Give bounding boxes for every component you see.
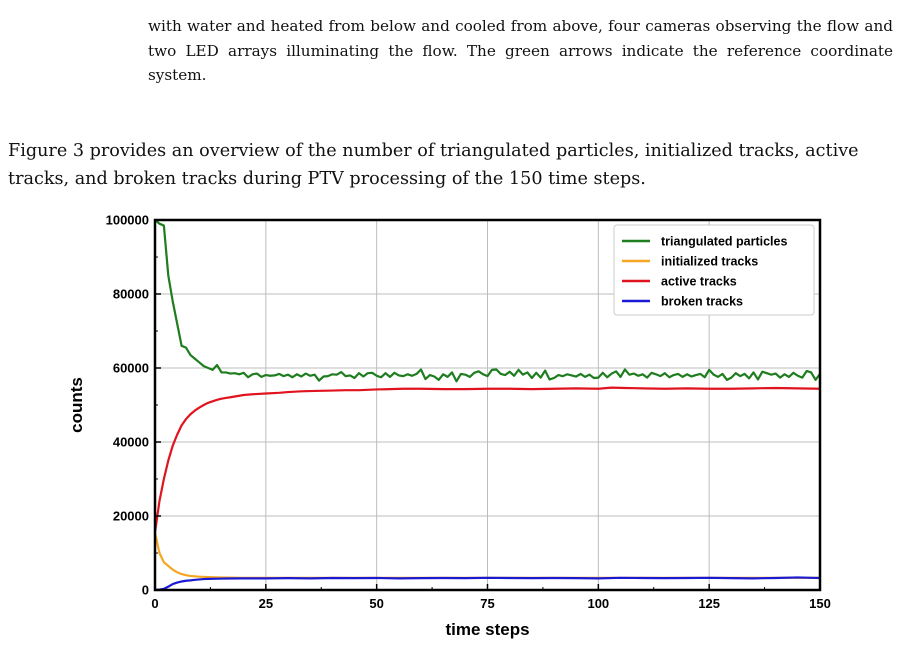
legend: triangulated particles initialized tracks…	[613, 224, 815, 316]
y-tick-label: 80000	[113, 287, 149, 302]
y-axis-ticks: 0 20000 40000 60000 80000 100000	[106, 213, 161, 598]
line-chart: 0 25 50 75 100 125 150 0 20000 40000 60000 80000 10…	[67, 213, 831, 640]
series-line-active-tracks	[153, 386, 821, 533]
legend-box	[613, 224, 815, 316]
y-axis-label: counts	[67, 377, 86, 433]
legend-label: triangulated particles	[661, 235, 787, 249]
x-tick-label: 0	[151, 596, 158, 611]
series-line-triangulated-particles	[154, 219, 821, 383]
y-tick-label: 20000	[113, 509, 149, 524]
x-tick-label: 125	[698, 596, 720, 611]
legend-label: active tracks	[661, 275, 737, 289]
x-tick-label: 100	[587, 596, 609, 611]
x-axis-label: time steps	[445, 620, 529, 639]
x-tick-label: 75	[480, 596, 494, 611]
y-tick-label: 100000	[106, 213, 149, 228]
y-tick-label: 40000	[113, 435, 149, 450]
figure-caption-continuation: with water and heated from below and coo…	[148, 17, 893, 84]
series-line-broken-tracks	[154, 576, 821, 592]
y-tick-label: 0	[142, 583, 149, 598]
legend-label: initialized tracks	[661, 255, 758, 269]
y-tick-label: 60000	[113, 361, 149, 376]
x-tick-label: 150	[809, 596, 831, 611]
body-paragraph: Figure 3 provides an overview of the num…	[8, 141, 859, 189]
x-tick-label: 50	[369, 596, 383, 611]
x-tick-label: 25	[259, 596, 273, 611]
series-lines	[153, 219, 821, 592]
x-axis-ticks: 0 25 50 75 100 125 150	[151, 584, 831, 611]
legend-label: broken tracks	[661, 295, 743, 309]
